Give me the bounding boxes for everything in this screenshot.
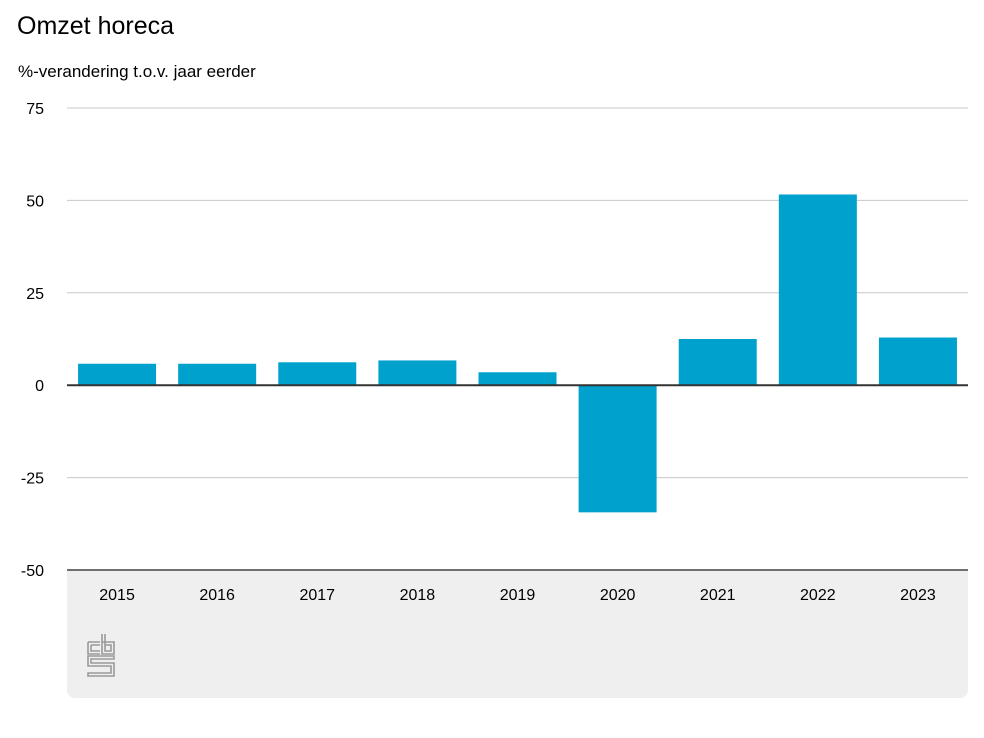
cbs-logo-icon xyxy=(87,634,115,677)
x-tick-label: 2018 xyxy=(400,587,436,604)
y-tick-label: 50 xyxy=(26,193,44,210)
x-tick-label: 2017 xyxy=(299,587,335,604)
y-tick-label: -25 xyxy=(21,471,44,488)
y-tick-label: 75 xyxy=(26,101,44,118)
bar-2023 xyxy=(878,337,957,386)
bar-2020 xyxy=(578,385,657,513)
bar-2016 xyxy=(178,363,257,386)
x-tick-label: 2021 xyxy=(700,587,736,604)
x-axis-panel xyxy=(67,570,968,698)
bar-2017 xyxy=(278,362,357,386)
bar-2019 xyxy=(478,372,557,386)
x-tick-label: 2016 xyxy=(199,587,235,604)
x-tick-label: 2022 xyxy=(800,587,836,604)
bar-2022 xyxy=(778,194,857,386)
x-tick-label: 2020 xyxy=(600,587,636,604)
bar-2018 xyxy=(378,360,457,386)
bar-2021 xyxy=(678,339,757,386)
x-tick-label: 2019 xyxy=(500,587,536,604)
y-tick-label: 0 xyxy=(35,378,44,395)
x-tick-label: 2015 xyxy=(99,587,135,604)
bar-2015 xyxy=(78,363,157,386)
x-tick-label: 2023 xyxy=(900,587,936,604)
y-tick-label: 25 xyxy=(26,286,44,303)
chart-title: Omzet horeca xyxy=(17,12,175,40)
chart-subtitle: %-verandering t.o.v. jaar eerder xyxy=(18,62,256,81)
y-tick-label: -50 xyxy=(21,563,44,580)
